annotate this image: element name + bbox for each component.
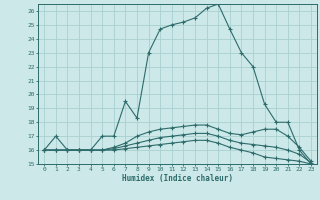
X-axis label: Humidex (Indice chaleur): Humidex (Indice chaleur) xyxy=(122,174,233,183)
